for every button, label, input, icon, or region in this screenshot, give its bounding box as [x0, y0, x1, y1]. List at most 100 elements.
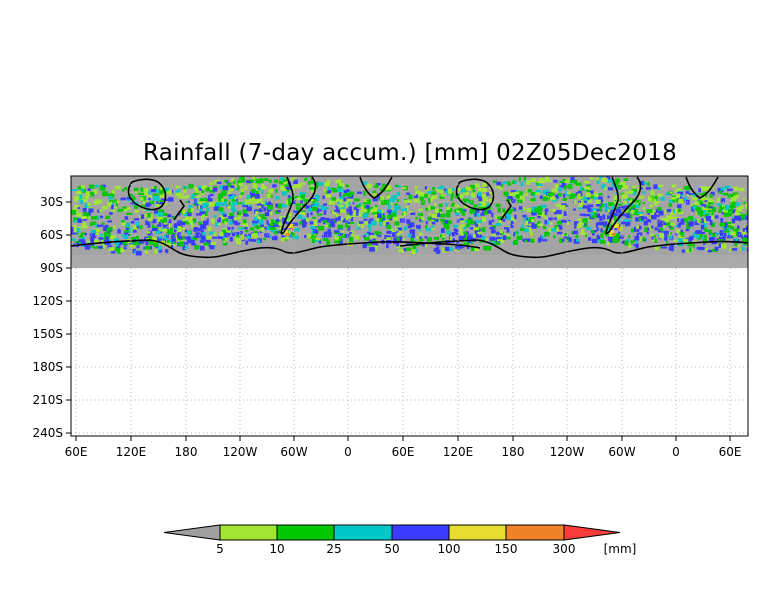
- rain-cell: [557, 193, 562, 197]
- rain-cell: [445, 203, 448, 207]
- rain-cell: [563, 211, 567, 216]
- rain-cell: [563, 193, 566, 198]
- rain-cell: [227, 182, 232, 187]
- rain-cell: [634, 236, 640, 241]
- rain-cell: [370, 235, 376, 239]
- rain-cell: [346, 206, 352, 212]
- rain-cell: [410, 237, 414, 243]
- rain-cell: [270, 195, 273, 198]
- rain-cell: [711, 242, 718, 245]
- rain-cell: [463, 231, 468, 237]
- rain-cell: [462, 198, 469, 203]
- rain-cell: [260, 223, 264, 227]
- rain-cell: [109, 212, 113, 215]
- rain-cell: [697, 210, 704, 215]
- rain-cell: [337, 188, 341, 192]
- rain-cell: [662, 220, 667, 226]
- rain-cell: [600, 228, 603, 233]
- rain-cell: [536, 183, 542, 186]
- rain-cell: [419, 195, 424, 201]
- rain-cell: [250, 239, 256, 242]
- rain-cell: [297, 214, 303, 219]
- rain-cell: [488, 207, 492, 210]
- rain-cell: [237, 185, 240, 191]
- south-america-coast-2: [605, 176, 642, 235]
- rain-cell: [163, 203, 168, 206]
- rain-cell: [685, 191, 690, 194]
- rain-cell: [303, 217, 307, 221]
- rain-cell: [300, 182, 305, 185]
- rain-cell: [691, 206, 694, 211]
- rain-cell: [671, 184, 676, 188]
- rain-cell: [547, 195, 553, 200]
- colorbar: 5 10 25 50 100 150 300 [mm]: [163, 524, 636, 556]
- rain-cell: [267, 204, 273, 210]
- rain-cell: [377, 209, 382, 213]
- rain-cell: [372, 193, 377, 198]
- australia-coast-1: [127, 178, 167, 211]
- rain-cell: [663, 230, 669, 236]
- rain-cell: [392, 195, 397, 200]
- rain-cell: [732, 194, 736, 199]
- rain-cell: [265, 233, 270, 238]
- rain-cell: [701, 218, 704, 224]
- rain-cell: [105, 215, 110, 219]
- rain-cell: [655, 246, 659, 251]
- rain-cell: [479, 200, 485, 204]
- rain-cell: [381, 183, 387, 189]
- rain-cell: [679, 232, 685, 237]
- rain-cell: [144, 213, 148, 218]
- rain-cell: [73, 225, 77, 229]
- rain-cell: [81, 199, 88, 202]
- rain-cell: [284, 181, 289, 187]
- rain-cell: [447, 232, 451, 235]
- rain-cell: [74, 240, 78, 243]
- rain-cell: [617, 213, 622, 218]
- rain-cell: [587, 208, 594, 213]
- rain-cell: [264, 226, 267, 231]
- rain-cell: [282, 228, 286, 232]
- rain-cell: [414, 185, 418, 190]
- rain-cell: [241, 234, 245, 240]
- rain-cell: [231, 232, 236, 237]
- rain-cell: [191, 196, 194, 200]
- rain-cell: [606, 176, 611, 180]
- rain-cell: [178, 238, 181, 244]
- rain-cell: [621, 221, 626, 225]
- rain-cell: [73, 204, 80, 209]
- rain-cell: [557, 231, 563, 235]
- rain-cell: [393, 217, 398, 221]
- rain-cell: [728, 249, 732, 252]
- rain-cell: [241, 177, 245, 183]
- rain-cell: [257, 198, 263, 203]
- rain-cell: [269, 225, 275, 229]
- rain-cell: [373, 211, 379, 214]
- rain-cell: [584, 233, 587, 237]
- rain-cell: [428, 198, 431, 203]
- rain-cell: [397, 199, 400, 203]
- rain-cell: [107, 202, 113, 207]
- rain-cell: [368, 232, 374, 236]
- rain-cell: [444, 220, 449, 224]
- rain-cell: [275, 188, 278, 193]
- rain-cell: [190, 208, 194, 212]
- rain-cell: [670, 211, 676, 216]
- rain-cell: [547, 193, 552, 196]
- rain-cell: [639, 180, 645, 186]
- rain-cell: [136, 243, 140, 249]
- rain-cell: [469, 184, 475, 189]
- rain-cell: [654, 245, 659, 248]
- rain-cell: [557, 214, 563, 219]
- rain-cell: [346, 198, 352, 202]
- rain-cell: [510, 217, 516, 222]
- rain-cell: [252, 196, 257, 202]
- rain-cell: [664, 236, 668, 241]
- rain-cell: [77, 186, 82, 190]
- rain-cell: [629, 213, 633, 219]
- rain-cell: [576, 239, 580, 242]
- rain-cell: [372, 196, 378, 202]
- rain-cell: [647, 227, 650, 232]
- rain-cell: [445, 212, 451, 218]
- rain-cell: [516, 193, 520, 199]
- rain-cell: [337, 201, 341, 204]
